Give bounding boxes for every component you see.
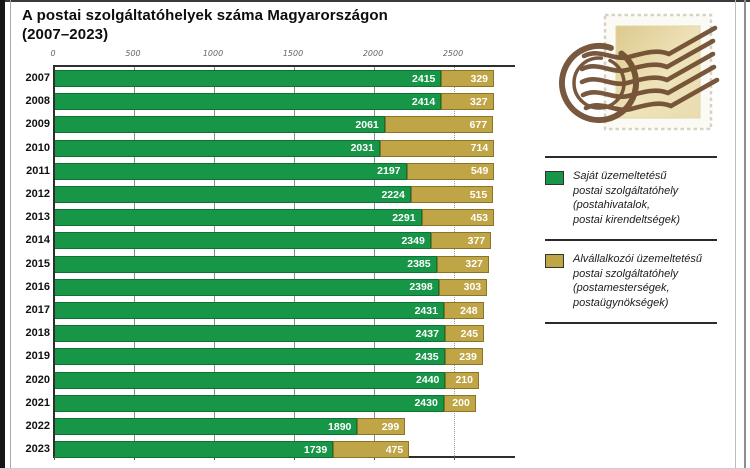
year-label-2014: 2014 — [25, 234, 50, 247]
bar-own-operated-2018: 2437 — [55, 325, 445, 343]
x-axis-tick-label-2500: 2500 — [442, 49, 464, 58]
year-label-2012: 2012 — [25, 188, 50, 200]
legend-divider-bottom — [545, 322, 717, 325]
year-label-2015: 2015 — [25, 257, 50, 270]
year-label-2019: 2019 — [25, 350, 50, 363]
page-border-right-outer — [744, 0, 746, 469]
bar-row-2022: 2022 1890 299 — [26, 418, 406, 435]
page-border-left — [10, 0, 11, 469]
bar-subcontractor-2015: 327 — [436, 255, 489, 273]
chart-title: A postai szolgáltatóhelyek száma Magyaro… — [22, 7, 522, 45]
bar-row-2021: 2021 2430 200 — [26, 394, 476, 412]
postage-stamp-postmark-icon — [559, 13, 720, 131]
year-label-2013: 2013 — [25, 211, 50, 224]
x-axis-tick-label-1000: 1000 — [202, 49, 224, 58]
bar-subcontractor-2014: 377 — [430, 232, 492, 250]
bar-row-2018: 2018 2437 245 — [26, 325, 485, 343]
bar-own-operated-2011: 2197 — [55, 162, 407, 180]
bar-subcontractor-2009: 677 — [384, 116, 494, 134]
bar-own-operated-2015: 2385 — [55, 255, 437, 273]
bar-subcontractor-2023: 475 — [333, 441, 410, 459]
x-axis-tick-0 — [54, 456, 55, 460]
bar-subcontractor-2013: 453 — [421, 209, 495, 227]
chart-title-line1: A postai szolgáltatóhelyek száma Magyaro… — [22, 7, 388, 24]
legend-item-subcontractor: Alvállalkozói üzemeltetésű postai szolgá… — [545, 252, 717, 310]
legend-divider-top — [545, 156, 717, 158]
bar-subcontractor-2016: 303 — [438, 278, 488, 296]
bar-subcontractor-2010: 714 — [379, 139, 495, 157]
x-axis-tick-labels: 0 500 1000 1500 2000 2500 — [50, 49, 515, 61]
bar-row-2013: 2013 2291 453 — [26, 209, 495, 227]
bar-own-operated-2023: 1739 — [55, 441, 334, 459]
year-label-2007: 2007 — [25, 72, 50, 84]
x-axis-tick-label-2000: 2000 — [362, 49, 384, 58]
bar-subcontractor-2017: 248 — [443, 302, 484, 319]
page-border-top — [0, 0, 750, 2]
bar-row-2007: 2007 2415 329 — [26, 70, 495, 87]
legend-swatch-gold — [545, 254, 564, 269]
year-label-2022: 2022 — [25, 420, 50, 432]
legend: Saját üzemeltetésű postai szolgáltatóhel… — [545, 156, 717, 335]
x-axis-tick-label-1500: 1500 — [282, 49, 304, 58]
bar-subcontractor-2012: 515 — [410, 186, 494, 203]
bar-subcontractor-2021: 200 — [443, 394, 476, 412]
bar-row-2008: 2008 2414 327 — [26, 93, 494, 111]
bar-row-2010: 2010 2031 714 — [26, 139, 495, 157]
bar-subcontractor-2019: 239 — [444, 348, 483, 366]
x-axis-tick-label-500: 500 — [125, 49, 141, 58]
year-label-2008: 2008 — [25, 95, 50, 108]
bar-chart-plot-area: 2007 2415 329 2008 2414 327 2009 2061 677 2010 203… — [26, 65, 515, 460]
bar-subcontractor-2022: 299 — [357, 418, 406, 435]
bar-row-2015: 2015 2385 327 — [26, 255, 489, 273]
chart-title-line2: (2007–2023) — [22, 25, 109, 43]
year-label-2016: 2016 — [25, 280, 50, 293]
bar-row-2019: 2019 2435 239 — [26, 348, 483, 366]
bar-subcontractor-2020: 210 — [445, 371, 479, 389]
bar-subcontractor-2007: 329 — [441, 70, 495, 87]
year-label-2023: 2023 — [25, 443, 50, 456]
year-label-2017: 2017 — [25, 304, 50, 316]
bar-own-operated-2016: 2398 — [55, 278, 439, 296]
bar-own-operated-2022: 1890 — [55, 418, 358, 435]
x-axis-tick-2500 — [454, 456, 455, 460]
bar-subcontractor-2018: 245 — [444, 325, 485, 343]
bar-own-operated-2007: 2415 — [55, 70, 442, 87]
bar-row-2017: 2017 2431 248 — [26, 302, 484, 319]
year-label-2009: 2009 — [25, 118, 50, 131]
bar-row-2012: 2012 2224 515 — [26, 186, 494, 203]
bar-own-operated-2012: 2224 — [55, 186, 411, 203]
bar-row-2011: 2011 2197 549 — [26, 162, 495, 180]
bar-own-operated-2021: 2430 — [55, 394, 444, 412]
bar-own-operated-2017: 2431 — [55, 302, 444, 319]
bar-own-operated-2020: 2440 — [55, 371, 446, 389]
bar-row-2020: 2020 2440 210 — [26, 371, 479, 389]
page-binding-edge — [0, 0, 5, 469]
legend-divider-middle — [545, 239, 717, 242]
bar-row-2023: 2023 1739 475 — [26, 441, 410, 459]
legend-swatch-green — [545, 171, 564, 185]
bar-subcontractor-2008: 327 — [441, 93, 494, 111]
legend-label-subcontractor: Alvállalkozói üzemeltetésű postai szolgá… — [573, 253, 703, 309]
bar-row-2016: 2016 2398 303 — [26, 278, 488, 296]
bar-own-operated-2009: 2061 — [55, 116, 385, 134]
bar-row-2009: 2009 2061 677 — [26, 116, 494, 134]
year-label-2020: 2020 — [25, 373, 50, 386]
bar-subcontractor-2011: 549 — [406, 162, 495, 180]
year-label-2011: 2011 — [26, 164, 50, 177]
bar-own-operated-2010: 2031 — [55, 139, 380, 157]
legend-item-own-operated: Saját üzemeltetésű postai szolgáltatóhel… — [545, 169, 717, 227]
bar-own-operated-2019: 2435 — [55, 348, 445, 366]
legend-label-own-operated: Saját üzemeltetésű postai szolgáltatóhel… — [573, 170, 681, 226]
year-label-2010: 2010 — [25, 141, 50, 154]
page-border-right-inner — [735, 0, 736, 469]
bar-own-operated-2008: 2414 — [55, 93, 442, 111]
bar-row-2014: 2014 2349 377 — [26, 232, 492, 250]
year-label-2021: 2021 — [25, 396, 50, 409]
bar-own-operated-2013: 2291 — [55, 209, 422, 227]
bar-own-operated-2014: 2349 — [55, 232, 431, 250]
x-axis-tick-label-0: 0 — [50, 49, 56, 58]
year-label-2018: 2018 — [25, 327, 50, 340]
